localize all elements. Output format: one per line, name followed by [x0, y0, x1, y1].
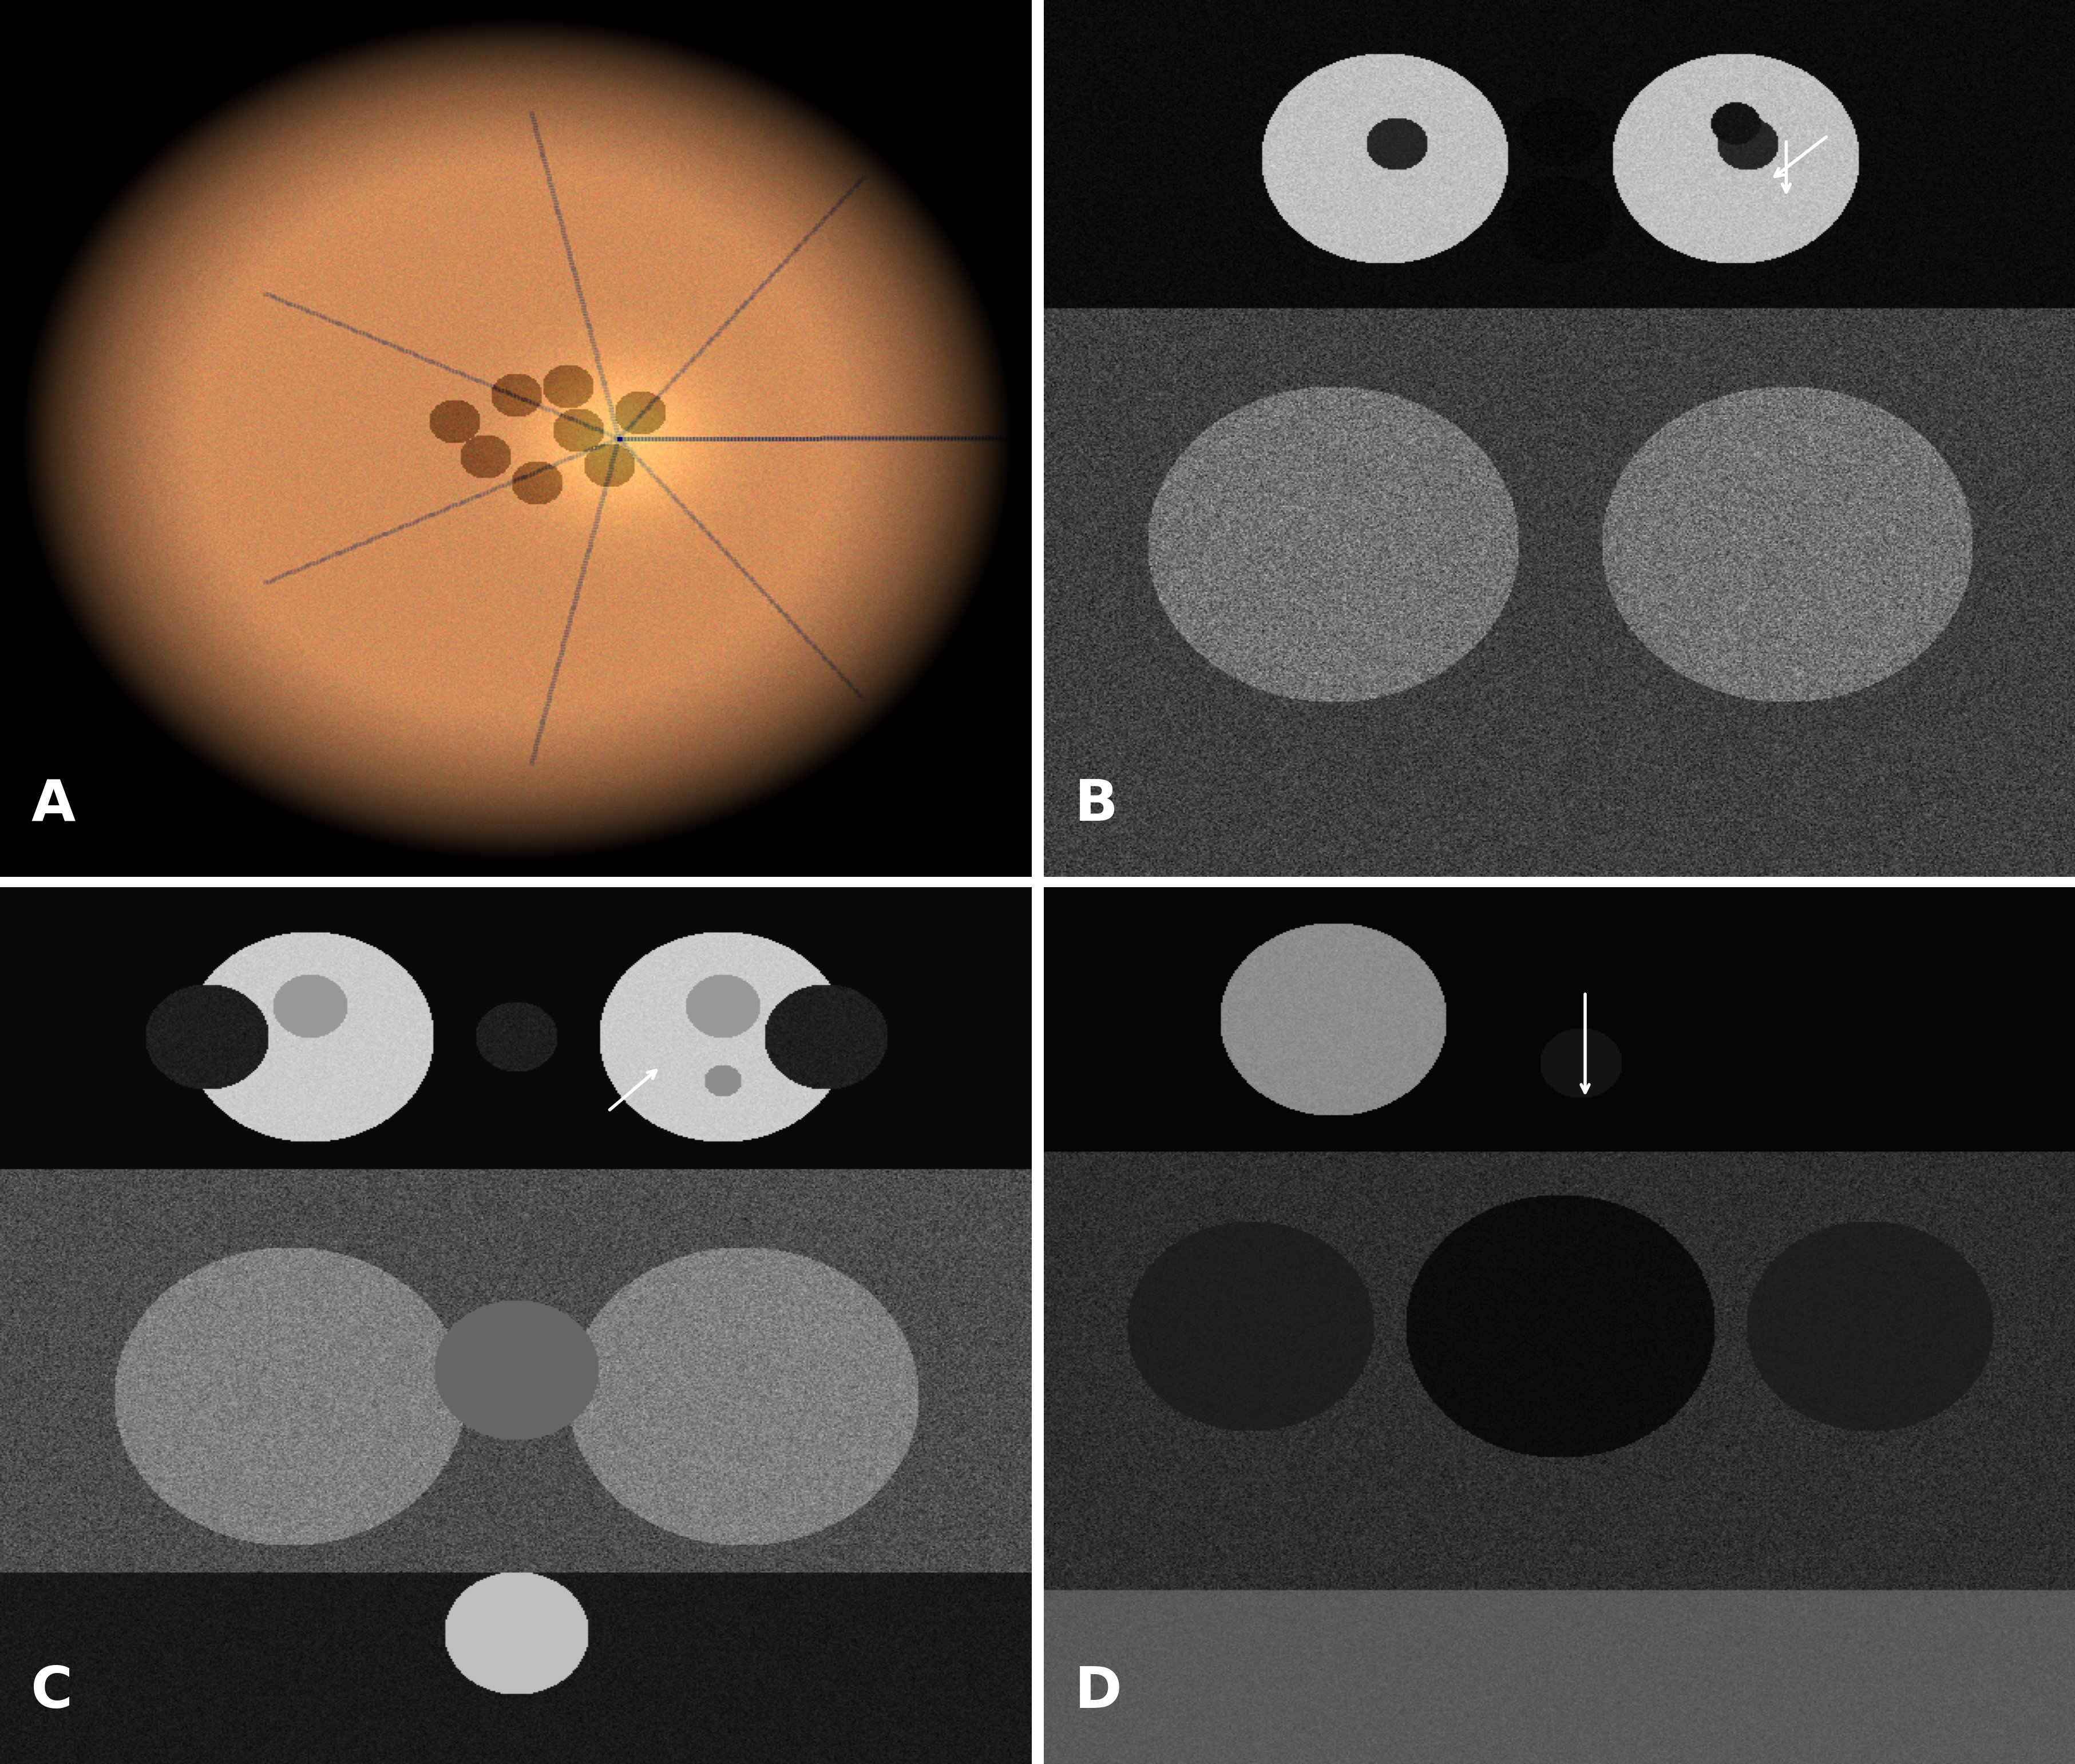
Text: C: C	[31, 1665, 73, 1720]
Text: A: A	[31, 778, 75, 833]
Text: B: B	[1075, 778, 1118, 833]
Text: D: D	[1075, 1665, 1123, 1720]
